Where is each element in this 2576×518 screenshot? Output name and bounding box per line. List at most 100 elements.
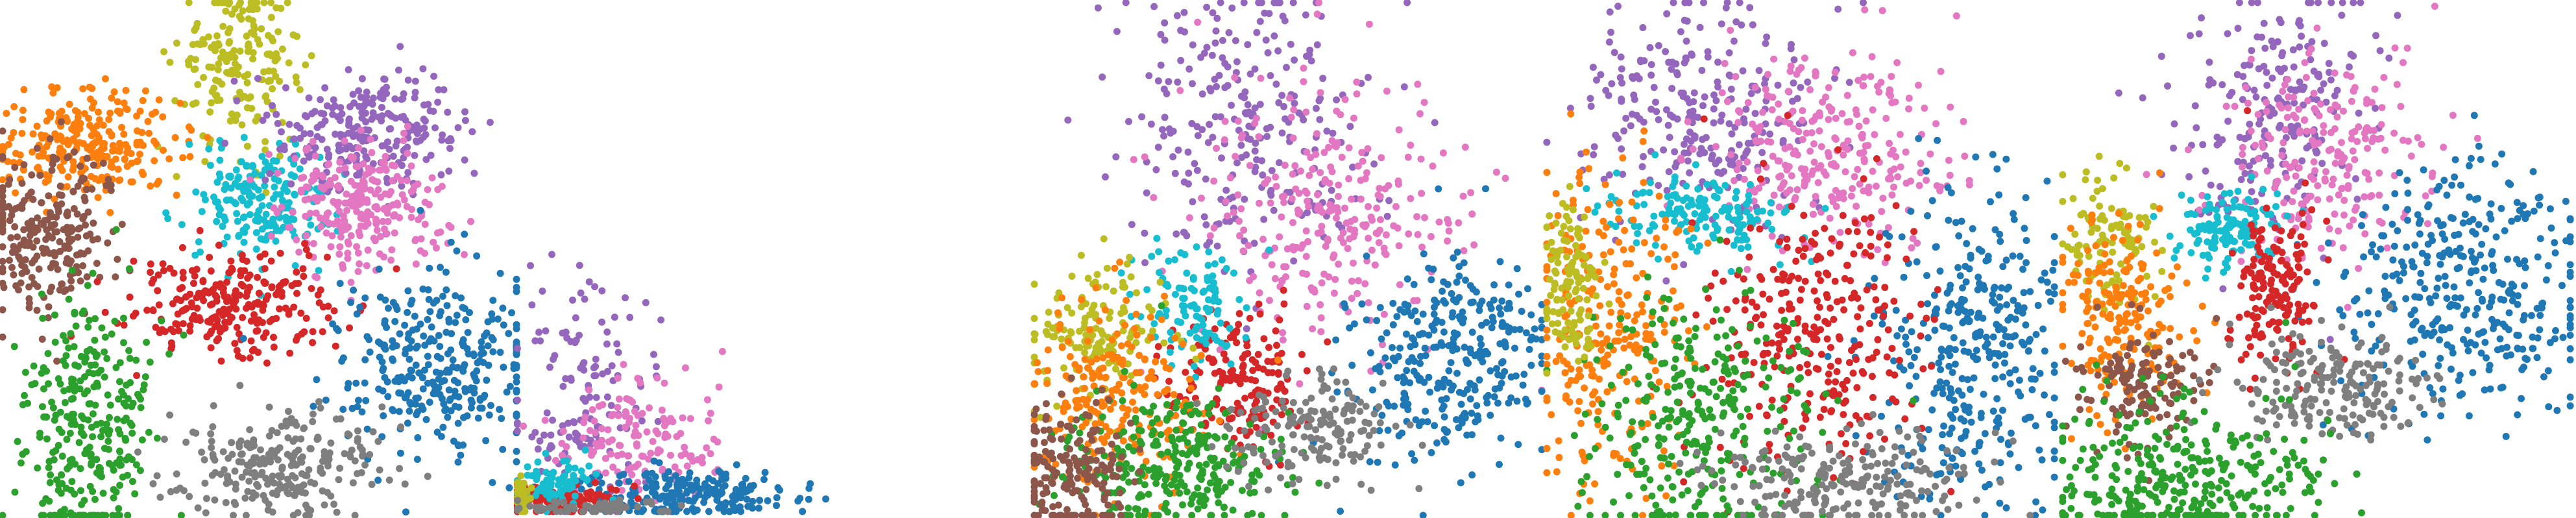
data-point <box>319 303 327 311</box>
data-point <box>226 478 234 486</box>
data-point <box>703 396 711 404</box>
data-point <box>0 306 6 314</box>
data-point <box>438 395 446 402</box>
data-point <box>457 294 465 302</box>
data-point <box>389 299 397 306</box>
data-point <box>565 466 572 474</box>
data-point <box>374 438 382 445</box>
data-point <box>1236 232 1243 240</box>
scatter-panel-1 <box>0 0 520 518</box>
data-point <box>180 306 188 314</box>
data-point <box>1252 359 1259 366</box>
data-point <box>1265 343 1272 351</box>
data-point <box>1281 512 1289 518</box>
data-point <box>649 438 657 445</box>
data-point <box>123 381 130 389</box>
data-point <box>534 458 542 466</box>
data-point <box>75 512 83 518</box>
data-point <box>1215 499 1222 507</box>
data-point <box>357 127 365 134</box>
data-point <box>297 174 305 182</box>
data-point <box>547 431 555 439</box>
data-point <box>335 476 343 484</box>
data-point <box>1072 344 1080 352</box>
data-point <box>262 475 270 482</box>
data-point <box>1339 228 1347 236</box>
data-point <box>1131 325 1139 332</box>
data-point <box>144 117 152 125</box>
data-point <box>114 98 121 106</box>
data-point <box>62 352 70 360</box>
data-point <box>1403 0 1411 6</box>
data-point <box>71 107 79 114</box>
data-point <box>1505 399 1513 407</box>
data-point <box>177 512 185 518</box>
data-point <box>1455 219 1463 227</box>
data-point <box>1101 306 1109 314</box>
data-point <box>1095 317 1103 325</box>
data-point <box>1459 192 1467 200</box>
data-point <box>208 438 215 445</box>
data-point <box>1054 309 1062 317</box>
data-point <box>452 292 459 300</box>
data-point <box>1414 230 1422 238</box>
data-point <box>371 203 379 211</box>
data-point <box>1417 352 1424 360</box>
data-point <box>404 149 411 157</box>
data-point <box>422 415 430 423</box>
data-point <box>86 346 94 353</box>
data-point <box>228 450 236 458</box>
data-point <box>1073 399 1081 407</box>
data-point <box>240 238 248 246</box>
data-point <box>344 254 352 262</box>
data-point <box>1190 362 1198 370</box>
data-point <box>43 247 51 255</box>
data-point <box>592 393 600 401</box>
data-point <box>559 382 567 390</box>
data-point <box>1391 461 1399 469</box>
data-point <box>296 86 304 93</box>
data-point <box>1196 314 1204 321</box>
data-point <box>47 110 55 117</box>
data-point <box>306 445 314 452</box>
data-point <box>719 504 727 512</box>
data-point <box>601 454 609 462</box>
data-point <box>233 97 241 105</box>
data-point <box>405 330 413 338</box>
data-point <box>88 459 95 467</box>
data-point <box>1182 369 1189 376</box>
data-point <box>346 103 354 110</box>
data-point <box>210 41 218 49</box>
data-point <box>434 99 442 106</box>
data-point <box>109 142 117 149</box>
data-point <box>1194 132 1202 140</box>
data-point <box>1422 408 1429 415</box>
data-point <box>520 423 528 430</box>
data-point <box>627 397 635 404</box>
data-point <box>376 233 384 240</box>
data-point <box>20 86 28 93</box>
data-point <box>703 444 711 452</box>
data-point <box>297 186 305 194</box>
data-point <box>729 502 737 510</box>
data-point <box>347 299 354 306</box>
data-point <box>631 408 638 415</box>
data-point <box>439 423 447 431</box>
data-point <box>20 161 28 169</box>
data-point <box>1127 273 1135 280</box>
data-point <box>353 310 361 318</box>
data-point <box>64 465 71 473</box>
data-point <box>269 315 276 323</box>
data-point <box>461 388 469 395</box>
data-point <box>1363 169 1370 177</box>
data-point <box>385 476 393 484</box>
data-point <box>764 497 772 504</box>
data-point <box>1516 326 1524 333</box>
data-point <box>374 476 382 484</box>
data-point <box>1068 273 1076 280</box>
data-point <box>478 404 486 412</box>
data-point <box>550 356 557 363</box>
data-point <box>1401 376 1409 384</box>
data-point <box>662 485 670 493</box>
data-point <box>371 237 379 245</box>
